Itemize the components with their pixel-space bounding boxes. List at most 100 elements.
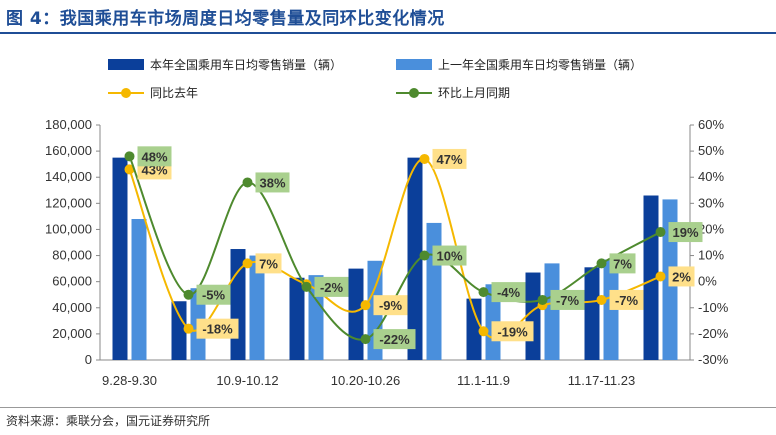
title-rule — [0, 32, 776, 34]
yoy-label-box — [668, 266, 695, 287]
yoy-data-label: -19% — [497, 324, 528, 339]
right-tick-label: 20% — [698, 221, 724, 236]
bar-this-year — [112, 157, 128, 360]
left-tick-label: 100,000 — [45, 221, 92, 236]
bar-last-year — [544, 263, 560, 360]
left-tick-label: 160,000 — [45, 143, 92, 158]
mom-point — [419, 250, 430, 261]
mom-data-label: -2% — [320, 280, 344, 295]
bar-this-year — [348, 268, 364, 360]
mom-label-box — [491, 282, 526, 303]
x-tick-label: 11.17-11.23 — [568, 373, 635, 388]
x-tick-label: 10.20-10.26 — [331, 373, 400, 388]
left-tick-label: 80,000 — [52, 248, 92, 263]
legend-label: 同比去年 — [150, 86, 198, 100]
left-tick-label: 60,000 — [52, 274, 92, 289]
x-tick-label: 11.1-11.9 — [457, 373, 510, 388]
legend-marker — [121, 88, 131, 98]
yoy-data-label: 2% — [672, 269, 691, 284]
mom-data-label: 19% — [672, 225, 698, 240]
mom-label-box — [668, 222, 703, 243]
right-tick-label: -20% — [698, 326, 729, 341]
yoy-point — [655, 271, 666, 282]
bottom-rule — [0, 407, 776, 408]
mom-point — [124, 151, 135, 162]
yoy-point — [419, 153, 430, 164]
bar-this-year — [407, 157, 423, 360]
mom-data-label: 48% — [141, 149, 167, 164]
right-tick-label: -30% — [698, 352, 729, 367]
right-tick-label: 30% — [698, 195, 724, 210]
yoy-point — [478, 326, 489, 337]
left-tick-label: 180,000 — [45, 117, 92, 132]
mom-data-label: 38% — [259, 175, 285, 190]
mom-label-box — [314, 276, 349, 297]
legend-label: 环比上月同期 — [438, 86, 510, 100]
yoy-data-label: -7% — [615, 293, 639, 308]
bar-this-year — [466, 298, 482, 360]
legend-marker — [409, 88, 419, 98]
mom-data-label: -4% — [497, 285, 521, 300]
yoy-data-label: 47% — [436, 152, 462, 167]
right-tick-label: 0% — [698, 274, 717, 289]
left-tick-label: 120,000 — [45, 195, 92, 210]
mom-data-label: 10% — [436, 249, 462, 264]
mom-label-box — [137, 146, 172, 167]
mom-point — [537, 294, 548, 305]
mom-point — [478, 287, 489, 298]
yoy-point — [360, 300, 371, 311]
bar-last-year — [426, 222, 442, 360]
yoy-label-box — [196, 318, 239, 339]
right-tick-label: 40% — [698, 169, 724, 184]
mom-point — [596, 258, 607, 269]
x-tick-label: 9.28-9.30 — [102, 373, 157, 388]
yoy-data-label: -9% — [379, 298, 403, 313]
yoy-label-box — [255, 253, 282, 274]
yoy-data-label: 7% — [259, 256, 278, 271]
mom-point — [360, 334, 371, 345]
mom-label-box — [255, 172, 290, 193]
yoy-label-box — [432, 148, 467, 169]
mom-data-label: -22% — [379, 332, 410, 347]
bar-this-year — [289, 277, 305, 360]
mom-label-box — [432, 245, 467, 266]
mom-label-box — [373, 329, 416, 350]
left-tick-label: 20,000 — [52, 326, 92, 341]
mom-data-label: -5% — [202, 288, 226, 303]
left-tick-label: 140,000 — [45, 169, 92, 184]
mom-label-box — [550, 289, 585, 310]
x-tick-label: 10.9-10.12 — [216, 373, 278, 388]
legend-swatch — [396, 59, 432, 70]
bar-this-year — [584, 267, 600, 360]
legend-label: 上一年全国乘用车日均零售销量（辆） — [438, 57, 642, 72]
mom-point — [301, 281, 312, 292]
mom-point — [242, 177, 253, 188]
mom-point — [183, 289, 194, 300]
right-tick-label: -10% — [698, 300, 729, 315]
bar-this-year — [171, 301, 187, 360]
mom-data-label: -7% — [556, 293, 580, 308]
yoy-label-box — [609, 289, 644, 310]
yoy-data-label: -18% — [202, 322, 233, 337]
right-tick-label: 50% — [698, 143, 724, 158]
mom-data-label: 7% — [613, 256, 632, 271]
yoy-label-box — [491, 321, 534, 342]
left-tick-label: 0 — [85, 352, 92, 367]
source-note: 资料来源：乘联分会，国元证券研究所 — [6, 414, 211, 428]
chart-title: 图 4：我国乘用车市场周度日均零售量及同环比变化情况 — [6, 9, 445, 29]
mom-label-box — [609, 253, 636, 274]
yoy-point — [124, 164, 135, 175]
legend-label: 本年全国乘用车日均零售销量（辆） — [150, 57, 342, 72]
right-tick-label: 10% — [698, 248, 724, 263]
mom-label-box — [196, 284, 231, 305]
legend-swatch — [108, 59, 144, 70]
yoy-point — [242, 258, 253, 269]
bar-last-year — [131, 219, 147, 360]
yoy-point — [183, 323, 194, 334]
bar-this-year — [643, 195, 659, 360]
yoy-point — [596, 294, 607, 305]
right-tick-label: 60% — [698, 117, 724, 132]
left-tick-label: 40,000 — [52, 300, 92, 315]
bar-last-year — [249, 255, 265, 360]
